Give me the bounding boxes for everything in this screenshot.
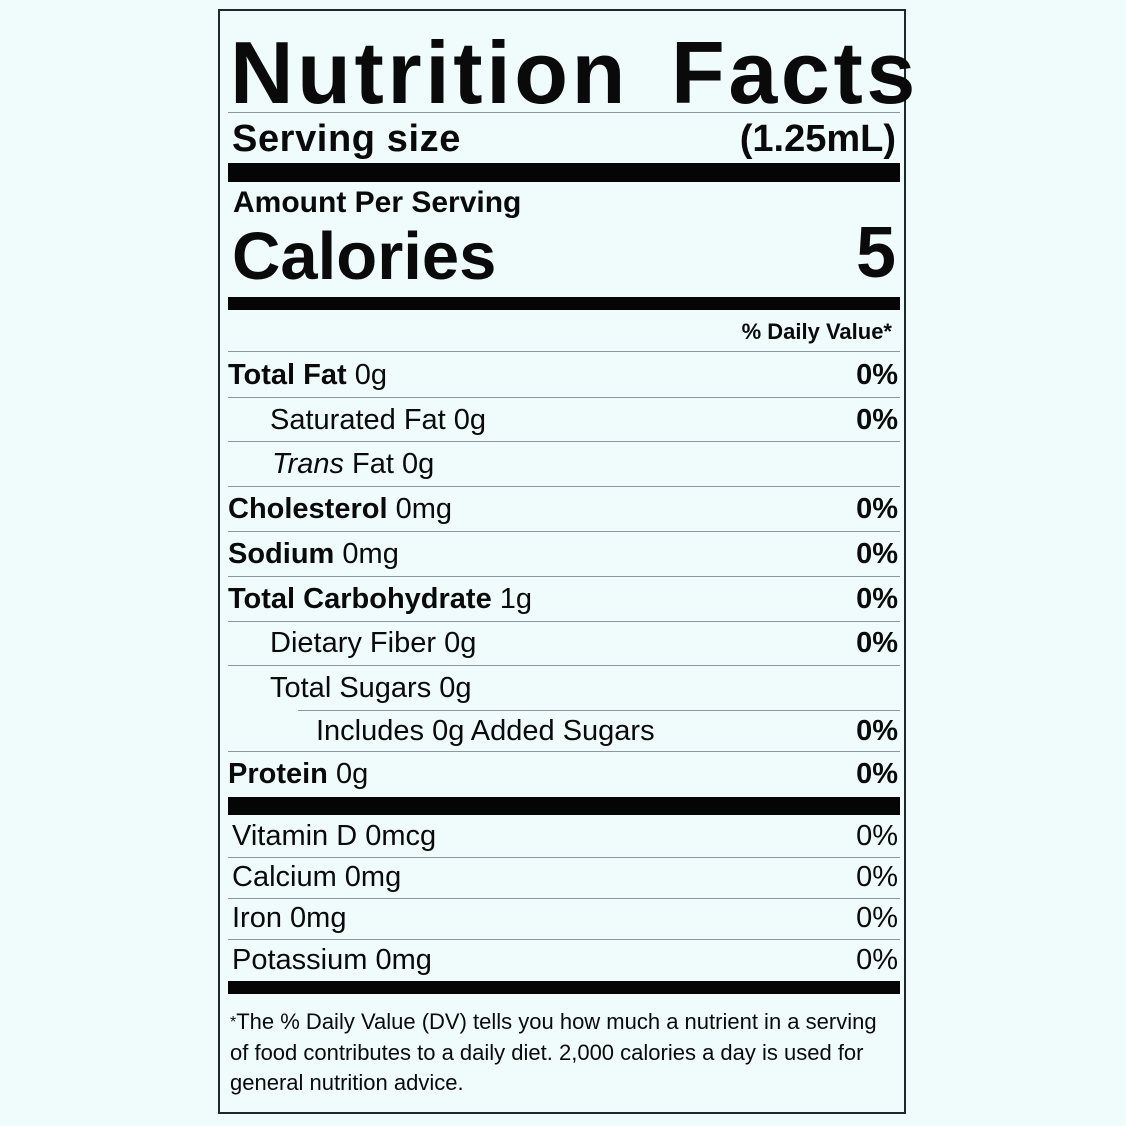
nutrient-name: Protein [228, 758, 328, 790]
nutrient-row: Protein 0g 0% [228, 752, 898, 796]
divider [228, 576, 900, 577]
nutrient-name: Total Sugars [270, 672, 432, 704]
nutrient-name-italic: Trans [272, 448, 344, 480]
divider [228, 751, 900, 752]
nutrient-amount: 0g [354, 359, 388, 391]
divider [228, 112, 900, 113]
vitamin-row: Vitamin D 0mcg 0% [232, 816, 898, 857]
nutrient-amount: 0g [402, 448, 435, 480]
nutrient-amount: 0mg [395, 493, 453, 525]
nutrient-name: Cholesterol [228, 493, 388, 525]
divider [228, 351, 900, 352]
footnote-text: The % Daily Value (DV) tells you how muc… [230, 1009, 877, 1095]
vitamin-name: Potassium 0mg [232, 944, 432, 976]
nutrient-amount: 0g [439, 672, 472, 704]
nutrient-dv: 0% [856, 758, 898, 790]
nutrient-row: Sodium 0mg 0% [228, 532, 898, 576]
nutrient-row: Total Sugars 0g [228, 666, 898, 710]
nutrient-dv: 0% [856, 359, 898, 391]
nutrient-row: Dietary Fiber 0g 0% [228, 621, 898, 665]
nutrient-dv: 0% [856, 404, 898, 436]
vitamin-row: Iron 0mg 0% [232, 898, 898, 939]
vitamin-dv: 0% [856, 902, 898, 934]
footnote: *The % Daily Value (DV) tells you how mu… [230, 1007, 890, 1098]
vitamin-name: Calcium 0mg [232, 861, 402, 893]
thick-divider [228, 797, 900, 815]
nutrient-row: Total Carbohydrate 1g 0% [228, 577, 898, 621]
vitamin-row: Potassium 0mg 0% [232, 940, 898, 981]
divider [228, 441, 900, 442]
nutrient-name: Fat [352, 448, 394, 480]
vitamin-row: Calcium 0mg 0% [232, 857, 898, 898]
footnote-asterisk: * [230, 1014, 237, 1031]
nutrition-facts-label: Nutrition Facts Serving size (1.25mL) Am… [218, 9, 915, 1114]
nutrient-row: Total Fat 0g 0% [228, 353, 898, 397]
thick-divider [228, 297, 900, 310]
divider [228, 486, 900, 487]
divider [228, 531, 900, 532]
daily-value-header: % Daily Value* [741, 319, 892, 344]
nutrient-amount: 0g [444, 627, 477, 659]
vitamin-dv: 0% [856, 861, 898, 893]
nutrient-dv: 0% [856, 583, 898, 615]
nutrient-dv: 0% [856, 493, 898, 525]
nutrient-row: Cholesterol 0mg 0% [228, 487, 898, 531]
divider [228, 939, 900, 940]
nutrient-dv: 0% [856, 715, 898, 747]
vitamin-name: Iron 0mg [232, 902, 347, 934]
divider [228, 621, 900, 622]
nutrient-row: Trans Fat 0g [228, 442, 898, 486]
vitamin-name: Vitamin D 0mcg [232, 820, 437, 852]
nutrient-name: Total Fat [228, 359, 347, 391]
nutrient-row: Includes 0g Added Sugars 0% [228, 709, 898, 753]
nutrient-name: Includes 0g Added Sugars [316, 715, 655, 747]
amount-per-serving: Amount Per Serving [233, 186, 522, 219]
divider [298, 710, 900, 711]
nutrient-name: Saturated Fat [270, 404, 446, 436]
nutrient-amount: 0g [453, 404, 487, 436]
divider [228, 397, 900, 398]
nutrient-name: Sodium [228, 538, 335, 570]
divider [228, 857, 900, 858]
nutrient-row: Saturated Fat 0g 0% [228, 398, 898, 442]
nutrient-dv: 0% [856, 627, 898, 659]
nutrient-amount: 1g [499, 583, 533, 615]
thick-divider [228, 163, 900, 182]
label-title: Nutrition Facts [230, 23, 919, 122]
vitamin-dv: 0% [856, 944, 898, 976]
calories-label: Calories [232, 219, 497, 294]
vitamin-dv: 0% [856, 820, 898, 852]
nutrient-dv: 0% [856, 538, 898, 570]
nutrient-name: Dietary Fiber [270, 627, 436, 659]
divider [228, 898, 900, 899]
serving-size-label: Serving size [232, 118, 461, 160]
nutrient-amount: 0mg [342, 538, 399, 570]
serving-size-value: (1.25mL) [739, 118, 896, 160]
thick-divider [228, 981, 900, 994]
nutrient-name: Total Carbohydrate [228, 583, 492, 615]
divider [228, 665, 900, 666]
nutrient-amount: 0g [335, 758, 369, 790]
calories-value: 5 [855, 213, 896, 293]
